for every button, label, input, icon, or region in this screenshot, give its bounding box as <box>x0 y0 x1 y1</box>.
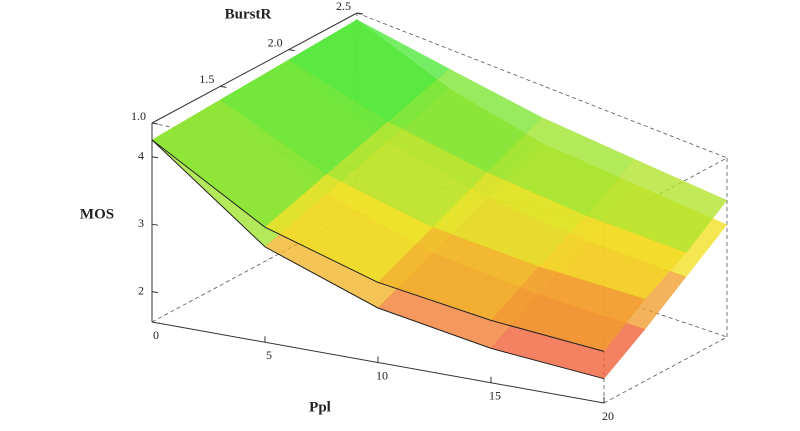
x-tick-label: 0 <box>153 328 159 342</box>
y-tick <box>151 122 159 125</box>
x-tick-label: 20 <box>602 409 614 423</box>
z-tick <box>151 291 159 294</box>
z-tick-label: 2 <box>138 283 144 297</box>
z-tick <box>151 156 159 159</box>
box-edge <box>151 12 358 124</box>
y-tick <box>220 85 227 88</box>
y-tick <box>288 49 295 52</box>
x-axis-title: Ppl <box>309 399 331 415</box>
z-tick-label: 3 <box>138 216 144 230</box>
box-edge <box>151 211 358 323</box>
y-tick <box>356 12 364 15</box>
y-tick-label: 1.5 <box>199 72 214 86</box>
x-tick-label: 10 <box>376 368 388 382</box>
z-tick-label: 4 <box>138 148 144 162</box>
y-tick-label: 2.5 <box>336 0 351 13</box>
box-edge <box>603 336 728 404</box>
y-tick-label: 1.0 <box>131 109 146 123</box>
x-tick-label: 15 <box>489 389 501 403</box>
z-axis-title: MOS <box>80 206 114 222</box>
surface-edge <box>151 139 605 380</box>
surface-edge <box>151 139 605 352</box>
y-axis-title: BurstR <box>225 6 272 22</box>
z-tick <box>151 223 159 226</box>
x-tick-label: 5 <box>266 348 272 362</box>
y-tick-label: 2.0 <box>268 35 283 49</box>
box-edge <box>356 12 728 159</box>
